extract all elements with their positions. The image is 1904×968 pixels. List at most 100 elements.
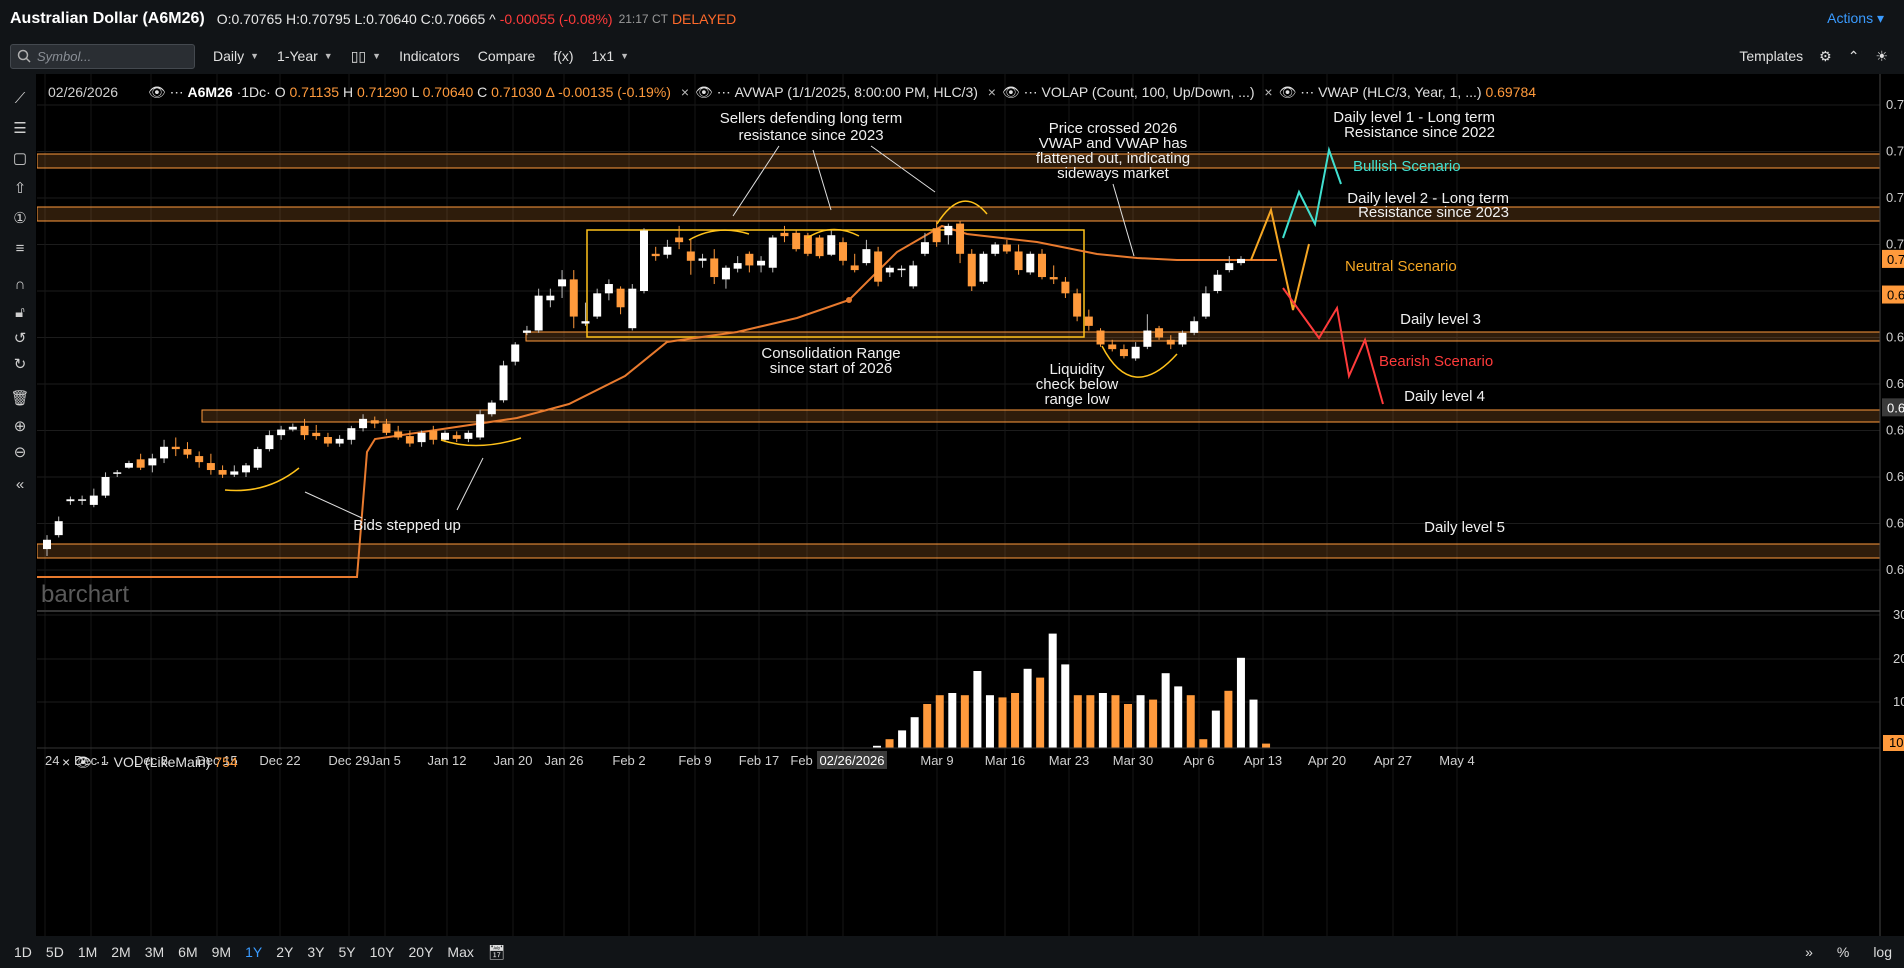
candle-body <box>932 228 941 243</box>
range-dropdown[interactable]: 1-Year ▼ <box>277 48 333 64</box>
candle-body <box>394 431 403 438</box>
chevron-down-icon: ▼ <box>620 51 630 61</box>
fx-button[interactable]: f(x) <box>553 48 574 64</box>
range-button-2y[interactable]: 2Y <box>276 944 294 960</box>
candle-body <box>242 465 250 473</box>
candle-body <box>839 242 847 261</box>
more-icon[interactable]: ⋯ <box>169 84 184 100</box>
candle-body <box>417 432 426 443</box>
lock-icon[interactable]: 🔓︎ <box>15 303 25 321</box>
eye-icon[interactable]: 👁︎ <box>1001 84 1020 100</box>
eye-icon[interactable]: 👁︎ <box>147 84 166 100</box>
bullish-label: Bullish Scenario <box>1353 158 1461 175</box>
zoom-out-icon[interactable]: ⊖ <box>13 444 27 461</box>
collapse-rail-icon[interactable]: « <box>15 475 25 493</box>
layout-label: 1x1 <box>591 48 615 64</box>
chart-panel[interactable]: Sellers defending long term resistance s… <box>37 74 1904 936</box>
range-button-9m[interactable]: 9M <box>211 944 232 960</box>
close-icon[interactable]: × <box>680 84 690 100</box>
arrow-tool-icon[interactable]: ⇧ <box>13 180 27 197</box>
volume-bar <box>935 695 944 748</box>
candle-body <box>1096 330 1105 345</box>
actions-menu[interactable]: Actions ▾ <box>1827 10 1884 27</box>
candle-body <box>206 463 215 471</box>
volume-tick-label: 200K <box>1893 651 1904 666</box>
eye-icon[interactable]: 👁︎ <box>1278 84 1297 100</box>
support-resistance-zones <box>37 153 1881 559</box>
range-button-3y[interactable]: 3Y <box>307 944 325 960</box>
volume-bar <box>973 671 982 748</box>
range-button-1d[interactable]: 1D <box>14 944 32 960</box>
candle-body <box>663 246 672 255</box>
eye-icon[interactable]: 👁︎ <box>74 754 92 770</box>
more-icon[interactable]: ⋯ <box>1023 84 1038 100</box>
time-tick-label: Jan 26 <box>544 753 583 768</box>
range-button-10y[interactable]: 10Y <box>369 944 395 960</box>
layout-dropdown[interactable]: 1x1 ▼ <box>592 48 630 64</box>
drawing-tools-rail: ⟋ ☰ ▢ ⇧ ① ≡ ∩ 🔓︎ ↺ ↻ 🗑︎ ⊕ ⊖ « <box>0 74 36 936</box>
close-icon[interactable]: × <box>62 754 71 770</box>
price-tick-label: 0.73000 <box>1886 144 1904 159</box>
gear-icon[interactable]: ⚙ <box>1819 47 1832 64</box>
lines-tool-icon[interactable]: ≡ <box>15 239 25 257</box>
candle-body <box>956 223 965 254</box>
fib-tool-icon[interactable]: ☰ <box>13 120 27 137</box>
note-bids: Bids stepped up <box>353 517 461 534</box>
eye-icon[interactable]: 👁︎ <box>695 84 713 100</box>
more-icon[interactable]: ⋯ <box>95 754 110 770</box>
interval-dropdown[interactable]: Daily ▼ <box>213 48 259 64</box>
candle-body <box>534 295 543 331</box>
note-sellers-2: resistance since 2023 <box>738 127 883 144</box>
symbol-search-input[interactable]: Symbol... <box>10 43 195 69</box>
compare-button[interactable]: Compare <box>477 48 536 64</box>
undo-icon[interactable]: ↺ <box>13 330 27 347</box>
candle-body <box>429 430 438 440</box>
range-button-3m[interactable]: 3M <box>144 944 165 960</box>
chart-type-dropdown[interactable]: ▯▯ ▼ <box>351 48 381 65</box>
calendar-icon[interactable]: 📅︎ <box>487 943 506 960</box>
candle-body <box>171 446 180 450</box>
price-tag-bg <box>1882 249 1904 268</box>
range-button-max[interactable]: Max <box>447 944 474 960</box>
more-icon[interactable]: ⋯ <box>716 84 731 100</box>
number-tool-icon[interactable]: ① <box>13 210 27 227</box>
candle-body <box>1201 293 1210 317</box>
percent-toggle[interactable]: % <box>1836 944 1850 960</box>
shape-tool-icon[interactable]: ▢ <box>12 150 28 167</box>
range-button-6m[interactable]: 6M <box>178 944 198 960</box>
note-price-crossed-4: sideways market <box>1057 165 1170 182</box>
note-liquidity-3: range low <box>1044 391 1109 408</box>
indicators-button[interactable]: Indicators <box>399 48 460 64</box>
range-button-1m[interactable]: 1M <box>77 944 98 960</box>
trash-icon[interactable]: 🗑︎ <box>10 390 30 407</box>
collapse-icon[interactable]: ⌃ <box>1847 47 1860 64</box>
bids-curve-2 <box>440 437 522 447</box>
templates-button[interactable]: Templates <box>1739 48 1804 64</box>
range-button-20y[interactable]: 20Y <box>408 944 434 960</box>
candle-body <box>300 425 309 436</box>
candle-body <box>265 435 274 450</box>
zoom-in-icon[interactable]: ⊕ <box>13 418 27 435</box>
scroll-end-icon[interactable]: » <box>1805 944 1813 960</box>
volume-tag-bg <box>1883 735 1904 751</box>
log-toggle[interactable]: log <box>1873 944 1892 960</box>
line-tool-icon[interactable]: ⟋ <box>14 89 26 107</box>
candle-body <box>862 249 871 264</box>
range-button-5y[interactable]: 5Y <box>338 944 356 960</box>
note-sellers-1: Sellers defending long term <box>720 110 903 127</box>
candle-body <box>78 499 87 501</box>
close-icon[interactable]: × <box>1264 84 1273 100</box>
chart-canvas[interactable]: Sellers defending long term resistance s… <box>37 74 1904 936</box>
range-button-1y[interactable]: 1Y <box>245 944 263 960</box>
theme-icon[interactable]: ☀ <box>1875 47 1888 64</box>
magnet-icon[interactable]: ∩ <box>14 275 26 293</box>
range-button-5d[interactable]: 5D <box>45 944 64 960</box>
time-tick-label: Mar 9 <box>920 753 953 768</box>
range-button-2m[interactable]: 2M <box>111 944 131 960</box>
more-icon[interactable]: ⋯ <box>1300 84 1315 100</box>
volume-bar <box>1249 699 1258 748</box>
close-icon[interactable]: × <box>987 84 996 100</box>
redo-icon[interactable]: ↻ <box>13 356 27 373</box>
volume-bar <box>1224 690 1233 748</box>
volume-bar <box>1061 664 1070 748</box>
